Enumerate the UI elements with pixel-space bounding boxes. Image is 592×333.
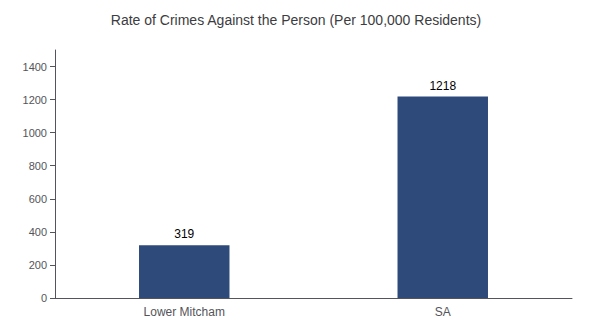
svg-text:1218: 1218 — [429, 79, 456, 93]
svg-text:1200: 1200 — [23, 94, 47, 106]
svg-text:400: 400 — [29, 226, 47, 238]
svg-text:800: 800 — [29, 160, 47, 172]
svg-text:319: 319 — [174, 227, 194, 241]
svg-text:200: 200 — [29, 259, 47, 271]
svg-text:1400: 1400 — [23, 61, 47, 73]
svg-text:Lower Mitcham: Lower Mitcham — [144, 305, 225, 319]
svg-text:SA: SA — [435, 305, 451, 319]
svg-text:1000: 1000 — [23, 127, 47, 139]
svg-text:0: 0 — [41, 292, 47, 304]
svg-text:600: 600 — [29, 193, 47, 205]
svg-text:Rate of Crimes Against the Per: Rate of Crimes Against the Person (Per 1… — [111, 12, 481, 28]
